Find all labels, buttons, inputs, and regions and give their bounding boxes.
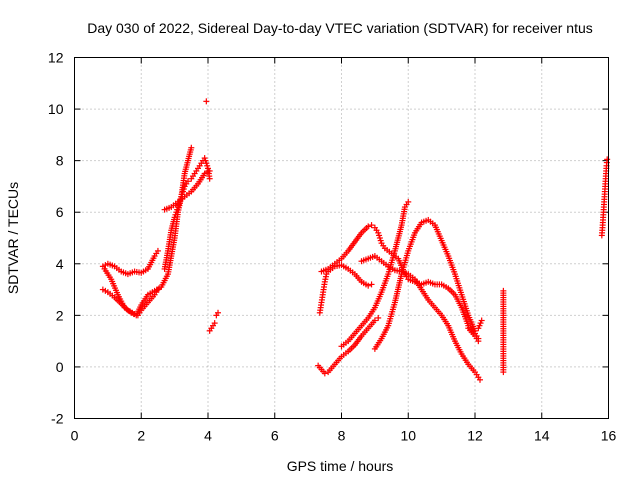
x-tick-label: 14 (534, 428, 550, 444)
data-point (477, 376, 484, 383)
data-point (203, 98, 210, 105)
y-tick-label: 8 (56, 153, 64, 169)
data-point (368, 281, 375, 288)
y-tick-label: 6 (56, 204, 64, 220)
data-point (211, 320, 218, 327)
x-tick-label: 4 (204, 428, 212, 444)
data-point (472, 327, 478, 334)
data-point (215, 309, 222, 316)
data-point (478, 317, 485, 324)
data-point (375, 314, 382, 321)
y-tick-label: 10 (48, 101, 64, 117)
data-point (321, 370, 328, 377)
y-tick-label: 0 (56, 359, 64, 375)
x-tick-label: 16 (601, 428, 617, 444)
y-tick-label: 12 (48, 50, 64, 66)
chart-title: Day 030 of 2022, Sidereal Day-to-day VTE… (87, 20, 593, 36)
x-tick-label: 2 (137, 428, 145, 444)
y-tick-label: -2 (51, 411, 64, 427)
y-axis-label: SDTVAR / TECUs (5, 182, 21, 294)
y-tick-label: 4 (56, 256, 64, 272)
x-tick-label: 8 (338, 428, 346, 444)
x-tick-label: 10 (400, 428, 416, 444)
points-layer (99, 98, 611, 383)
grid-layer (74, 57, 609, 419)
y-tick-label: 2 (56, 307, 64, 323)
data-point (188, 144, 195, 151)
data-point (604, 156, 611, 163)
data-point (405, 198, 412, 205)
x-tick-label: 0 (71, 428, 79, 444)
plot-frame (74, 57, 609, 419)
x-tick-label: 12 (467, 428, 483, 444)
data-point (365, 282, 372, 289)
data-point (368, 222, 375, 229)
data-point (206, 175, 213, 182)
data-point (475, 338, 482, 345)
data-point (500, 369, 507, 376)
x-axis-label: GPS time / hours (287, 458, 394, 474)
x-tick-label: 6 (271, 428, 279, 444)
data-point (154, 247, 161, 254)
data-point (184, 178, 191, 185)
data-point (365, 223, 372, 230)
data-point (371, 317, 378, 324)
data-point (206, 167, 213, 174)
